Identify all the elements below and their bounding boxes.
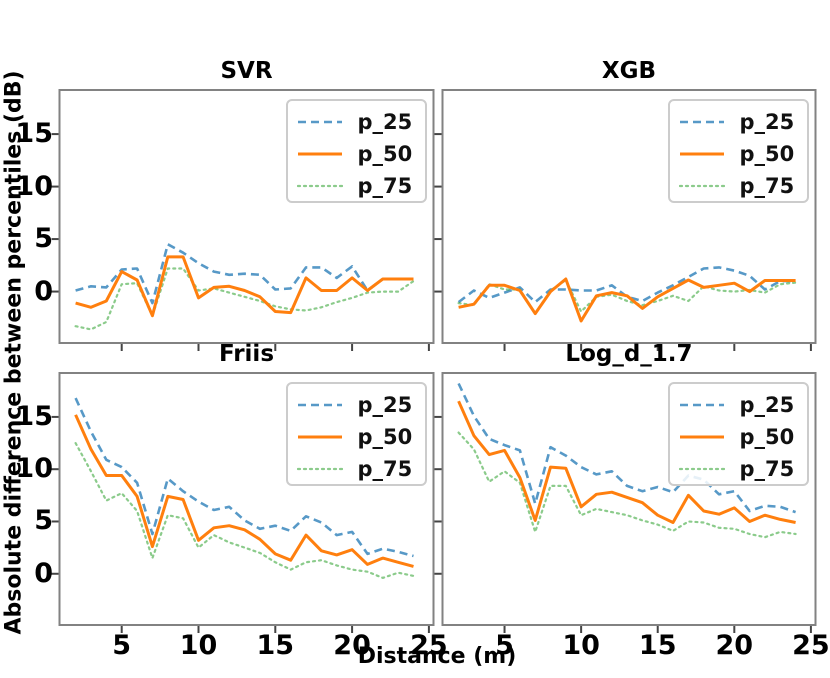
- line-p_75-log-d-1-7: [457, 431, 797, 539]
- subplot-title-friis: Friis: [218, 341, 275, 367]
- legend-label-p_75: p_75: [357, 457, 413, 481]
- legend-line-sample-p_25: [297, 120, 342, 124]
- x-tick-label-friis-25: 25: [410, 630, 448, 661]
- legend-line-sample-p_25: [679, 120, 724, 124]
- y-tick-label-svr-5: 5: [34, 223, 53, 255]
- legend-item-p25-friis: p_25: [297, 389, 416, 421]
- subplot-title-svr: SVR: [220, 58, 273, 84]
- x-tick-label-log-d-1-7-20: 20: [715, 630, 754, 661]
- x-tick-label-log-d-1-7-25: 25: [792, 630, 830, 661]
- y-axis-label: Absolute difference between percentiles …: [1, 70, 27, 635]
- legend-label-p_50: p_50: [739, 425, 795, 449]
- line-p_25-friis: [74, 397, 414, 558]
- legend-item-p75-svr: p_75: [296, 170, 416, 202]
- legend-line-sample-p_50: [297, 152, 342, 156]
- legend-label-p_25: p_25: [357, 393, 413, 417]
- x-tick-label-friis-15: 15: [256, 630, 295, 661]
- legend-item-p75-friis: p_75: [296, 453, 416, 485]
- legend-line-sample-p_75: [296, 467, 343, 471]
- legend-label-p_50: p_50: [739, 142, 795, 166]
- y-tick-label-svr-10: 10: [15, 170, 53, 202]
- legend-label-p_25: p_25: [357, 110, 413, 134]
- legend-item-p50-svr: p_50: [297, 138, 416, 170]
- legend-label-p_75: p_75: [357, 174, 413, 198]
- y-tick-label-svr-15: 15: [15, 118, 53, 150]
- line-p_50-svr: [75, 255, 414, 318]
- y-tick-label-friis-0: 0: [34, 557, 53, 589]
- legend-item-p75-log-d-1-7: p_75: [678, 453, 798, 485]
- legend-line-sample-p_75: [296, 184, 343, 188]
- x-tick-label-log-d-1-7-5: 5: [495, 630, 514, 661]
- x-tick-label-friis-10: 10: [179, 630, 218, 661]
- legend-line-sample-p_50: [679, 152, 724, 156]
- legend-xgb: p_25 p_50 p_75: [667, 99, 809, 203]
- line-p_25-svr: [75, 243, 414, 305]
- legend-friis: p_25 p_50 p_75: [285, 382, 427, 486]
- subplot-title-log-d-1-7: Log_d_1.7: [565, 341, 693, 367]
- legend-label-p_50: p_50: [357, 142, 413, 166]
- legend-item-p50-xgb: p_50: [679, 138, 798, 170]
- legend-label-p_75: p_75: [739, 174, 795, 198]
- line-p_50-xgb: [458, 277, 796, 323]
- legend-label-p_50: p_50: [357, 425, 413, 449]
- axes-frame-xgb: [441, 89, 817, 344]
- y-tick-label-svr-0: 0: [34, 275, 53, 307]
- line-p_25-xgb: [457, 266, 796, 304]
- axes-frame-log-d-1-7: [441, 372, 817, 626]
- legend-line-sample-p_75: [678, 467, 725, 471]
- line-p_50-log-d-1-7: [457, 400, 796, 524]
- axes-frame-friis: [58, 372, 435, 626]
- x-axis-label: Distance (m): [357, 644, 517, 669]
- legend-item-p75-xgb: p_75: [678, 170, 798, 202]
- legend-line-sample-p_50: [297, 435, 342, 439]
- y-tick-label-friis-15: 15: [15, 400, 53, 432]
- y-tick-label-friis-5: 5: [34, 505, 53, 537]
- legend-item-p50-log-d-1-7: p_50: [679, 421, 798, 453]
- legend-item-p25-log-d-1-7: p_25: [679, 389, 798, 421]
- line-p_75-svr: [74, 267, 415, 331]
- axes-frame-svr: [58, 89, 435, 344]
- legend-log-d-1-7: p_25 p_50 p_75: [667, 382, 809, 486]
- line-p_75-friis: [74, 442, 415, 580]
- line-p_50-friis: [74, 414, 414, 568]
- legend-line-sample-p_75: [678, 184, 725, 188]
- legend-line-sample-p_25: [297, 403, 342, 407]
- legend-line-sample-p_25: [679, 403, 724, 407]
- y-tick-label-friis-10: 10: [15, 453, 53, 485]
- x-tick-label-log-d-1-7-15: 15: [638, 630, 677, 661]
- x-tick-label-log-d-1-7-10: 10: [562, 630, 600, 661]
- legend-label-p_75: p_75: [739, 457, 795, 481]
- legend-item-p25-svr: p_25: [297, 106, 416, 138]
- legend-item-p25-xgb: p_25: [679, 106, 798, 138]
- x-tick-label-friis-20: 20: [333, 630, 371, 661]
- legend-label-p_25: p_25: [739, 110, 795, 134]
- subplot-title-xgb: XGB: [601, 58, 657, 84]
- legend-label-p_25: p_25: [739, 393, 795, 417]
- line-p_25-log-d-1-7: [457, 382, 797, 514]
- legend-svr: p_25 p_50 p_75: [285, 99, 427, 203]
- legend-line-sample-p_50: [679, 435, 724, 439]
- legend-item-p50-friis: p_50: [297, 421, 416, 453]
- x-tick-label-friis-5: 5: [112, 630, 132, 661]
